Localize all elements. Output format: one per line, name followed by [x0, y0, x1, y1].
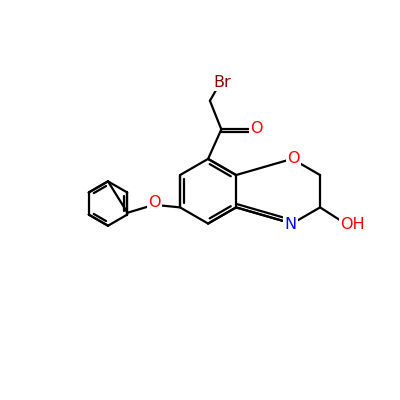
Text: N: N [284, 217, 297, 232]
Text: OH: OH [340, 217, 365, 232]
Text: O: O [250, 121, 263, 136]
Text: Br: Br [213, 75, 231, 90]
Text: O: O [287, 151, 300, 166]
Text: O: O [148, 195, 161, 210]
